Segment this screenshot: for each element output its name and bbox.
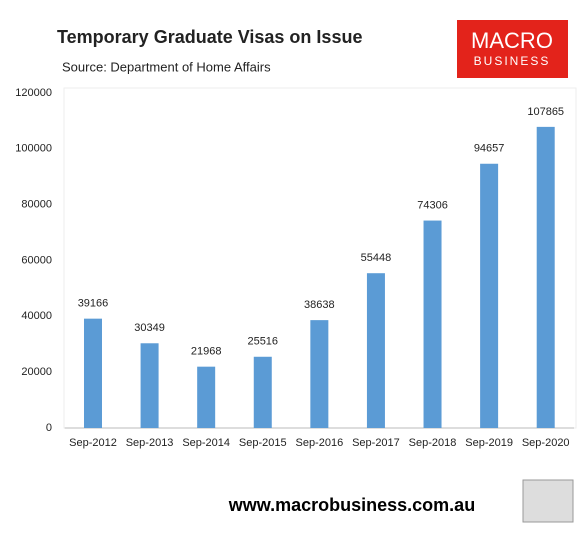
y-tick-label: 120000 <box>15 87 52 99</box>
x-tick-label: Sep-2014 <box>182 437 230 449</box>
x-tick-label: Sep-2017 <box>352 437 400 449</box>
data-label: 39166 <box>78 298 109 310</box>
data-label: 74306 <box>417 199 448 211</box>
bar <box>310 320 329 428</box>
bar <box>253 356 272 428</box>
bar <box>536 126 555 428</box>
fox-logo <box>522 479 574 523</box>
data-label: 107865 <box>527 106 564 118</box>
data-label: 38638 <box>304 299 335 311</box>
chart-title: Temporary Graduate Visas on Issue <box>57 27 362 47</box>
x-tick-label: Sep-2015 <box>239 437 287 449</box>
data-label: 30349 <box>134 322 165 334</box>
logo-text: MACRO <box>471 28 553 53</box>
data-label: 25516 <box>247 336 278 348</box>
x-tick-label: Sep-2020 <box>522 437 570 449</box>
bar <box>423 220 442 428</box>
footer-url: www.macrobusiness.com.au <box>228 495 475 515</box>
y-tick-label: 80000 <box>21 199 52 211</box>
x-tick-label: Sep-2013 <box>126 437 174 449</box>
x-tick-label: Sep-2016 <box>295 437 343 449</box>
bar <box>197 366 216 428</box>
x-tick-label: Sep-2012 <box>69 437 117 449</box>
chart-subtitle: Source: Department of Home Affairs <box>62 59 271 74</box>
y-tick-label: 40000 <box>21 310 52 322</box>
data-label: 21968 <box>191 346 222 358</box>
y-tick-label: 20000 <box>21 366 52 378</box>
y-tick-label: 0 <box>46 422 52 434</box>
logo-text: BUSINESS <box>474 54 551 68</box>
x-tick-label: Sep-2019 <box>465 437 513 449</box>
data-label: 94657 <box>474 143 505 155</box>
bar <box>140 343 159 428</box>
data-label: 55448 <box>361 252 392 264</box>
logo-box <box>457 20 568 78</box>
y-tick-label: 60000 <box>21 254 52 266</box>
bar <box>83 318 102 428</box>
bar <box>480 163 499 428</box>
bar <box>366 273 385 428</box>
x-tick-label: Sep-2018 <box>409 437 457 449</box>
y-tick-label: 100000 <box>15 143 52 155</box>
